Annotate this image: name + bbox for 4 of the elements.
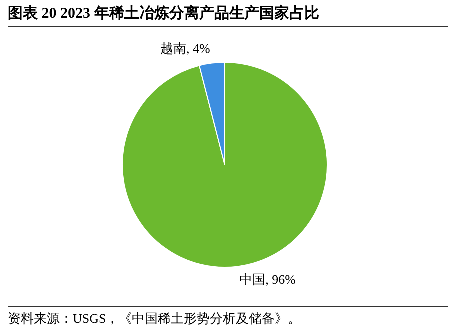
slice-label: 越南, 4% <box>160 40 211 56</box>
text: 资料来源：USGS，《中国稀土形势分析及储备》。 <box>8 310 302 328</box>
slice-label: 中国, 96% <box>240 272 296 288</box>
chart-title: 图表 20 2023 年稀土冶炼分离产品生产国家占比 <box>8 4 448 27</box>
